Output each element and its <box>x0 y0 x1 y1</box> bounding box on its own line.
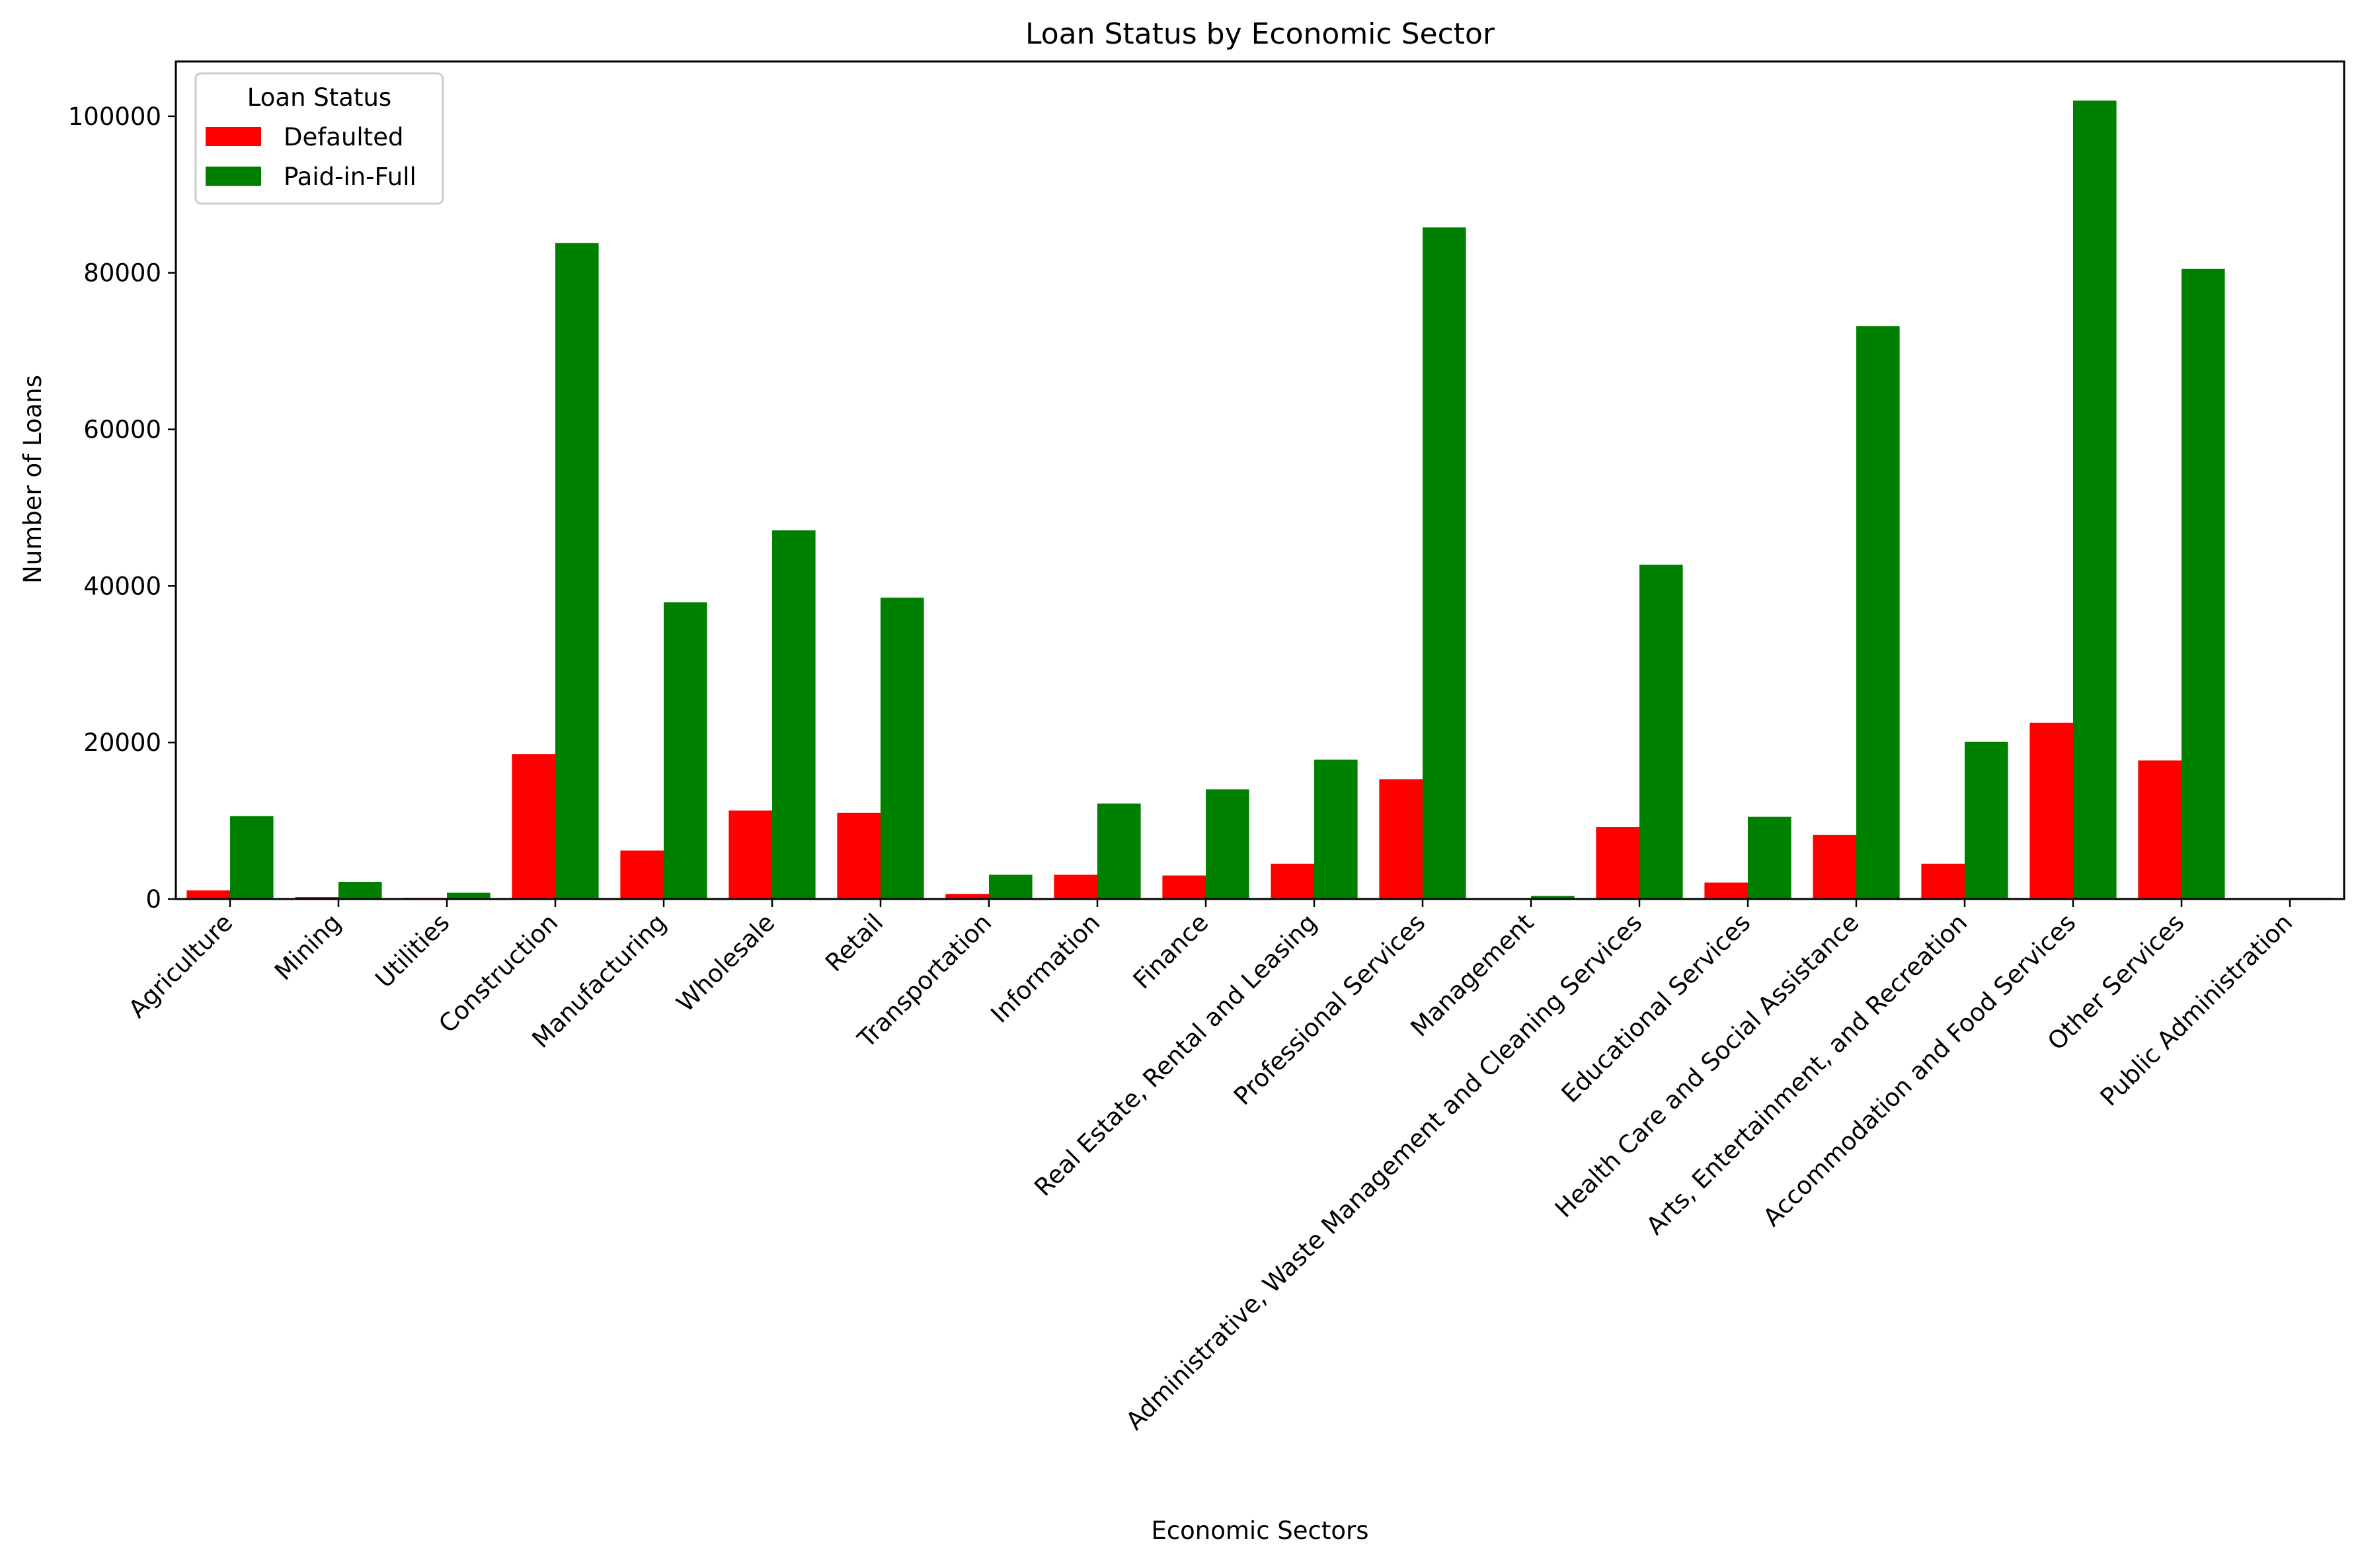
bar-paid-in-full-arts-entertainment-and-recreation <box>1965 742 2008 899</box>
bar-defaulted-health-care-and-social-assistance <box>1813 835 1856 899</box>
y-tick-label: 0 <box>145 885 161 914</box>
bar-paid-in-full-information <box>1097 804 1141 899</box>
legend-swatch-defaulted <box>206 127 261 146</box>
bar-defaulted-manufacturing <box>620 851 664 899</box>
legend-title: Loan Status <box>247 83 391 112</box>
bar-defaulted-educational-services <box>1704 882 1748 899</box>
bar-paid-in-full-real-estate-rental-and-leasing <box>1314 760 1358 899</box>
y-axis-label: Number of Loans <box>19 375 47 584</box>
bar-paid-in-full-retail <box>881 598 924 899</box>
bar-defaulted-real-estate-rental-and-leasing <box>1271 864 1314 899</box>
bar-defaulted-other-services <box>2138 760 2181 899</box>
y-tick-label: 60000 <box>83 416 161 444</box>
bar-paid-in-full-other-services <box>2181 269 2225 899</box>
bar-paid-in-full-agriculture <box>230 816 274 899</box>
bar-defaulted-construction <box>512 754 555 899</box>
bar-defaulted-accommodation-and-food-services <box>2029 723 2073 899</box>
bar-paid-in-full-educational-services <box>1748 817 1791 899</box>
bar-defaulted-professional-services <box>1379 779 1423 899</box>
bar-paid-in-full-construction <box>555 243 599 899</box>
bar-defaulted-administrative-waste-management-and-cleaning-services <box>1596 827 1639 899</box>
bar-defaulted-retail <box>837 813 881 899</box>
legend-swatch-paid-in-full <box>206 167 261 186</box>
legend: Loan Status Defaulted Paid-in-Full <box>196 73 443 204</box>
bar-paid-in-full-accommodation-and-food-services <box>2073 100 2117 899</box>
legend-label-defaulted: Defaulted <box>284 123 403 151</box>
bar-paid-in-full-manufacturing <box>664 602 707 899</box>
bar-paid-in-full-health-care-and-social-assistance <box>1856 326 1900 899</box>
bar-paid-in-full-administrative-waste-management-and-cleaning-services <box>1639 565 1683 899</box>
bar-paid-in-full-wholesale <box>772 530 816 899</box>
y-tick-label: 40000 <box>83 572 161 600</box>
chart-title: Loan Status by Economic Sector <box>1025 17 1495 51</box>
bar-defaulted-arts-entertainment-and-recreation <box>1921 864 1965 899</box>
bar-paid-in-full-professional-services <box>1423 227 1466 899</box>
x-axis-label: Economic Sectors <box>1151 1516 1368 1545</box>
bar-paid-in-full-finance <box>1206 789 1249 899</box>
bar-defaulted-wholesale <box>728 810 772 899</box>
bar-defaulted-agriculture <box>186 890 230 899</box>
legend-label-paid-in-full: Paid-in-Full <box>284 163 416 191</box>
bar-paid-in-full-mining <box>338 882 382 899</box>
y-tick-label: 20000 <box>83 728 161 757</box>
bar-defaulted-finance <box>1162 875 1206 899</box>
y-tick-label: 80000 <box>83 259 161 288</box>
bar-paid-in-full-transportation <box>989 875 1033 899</box>
y-tick-label: 100000 <box>68 102 161 131</box>
bar-defaulted-information <box>1054 875 1097 899</box>
